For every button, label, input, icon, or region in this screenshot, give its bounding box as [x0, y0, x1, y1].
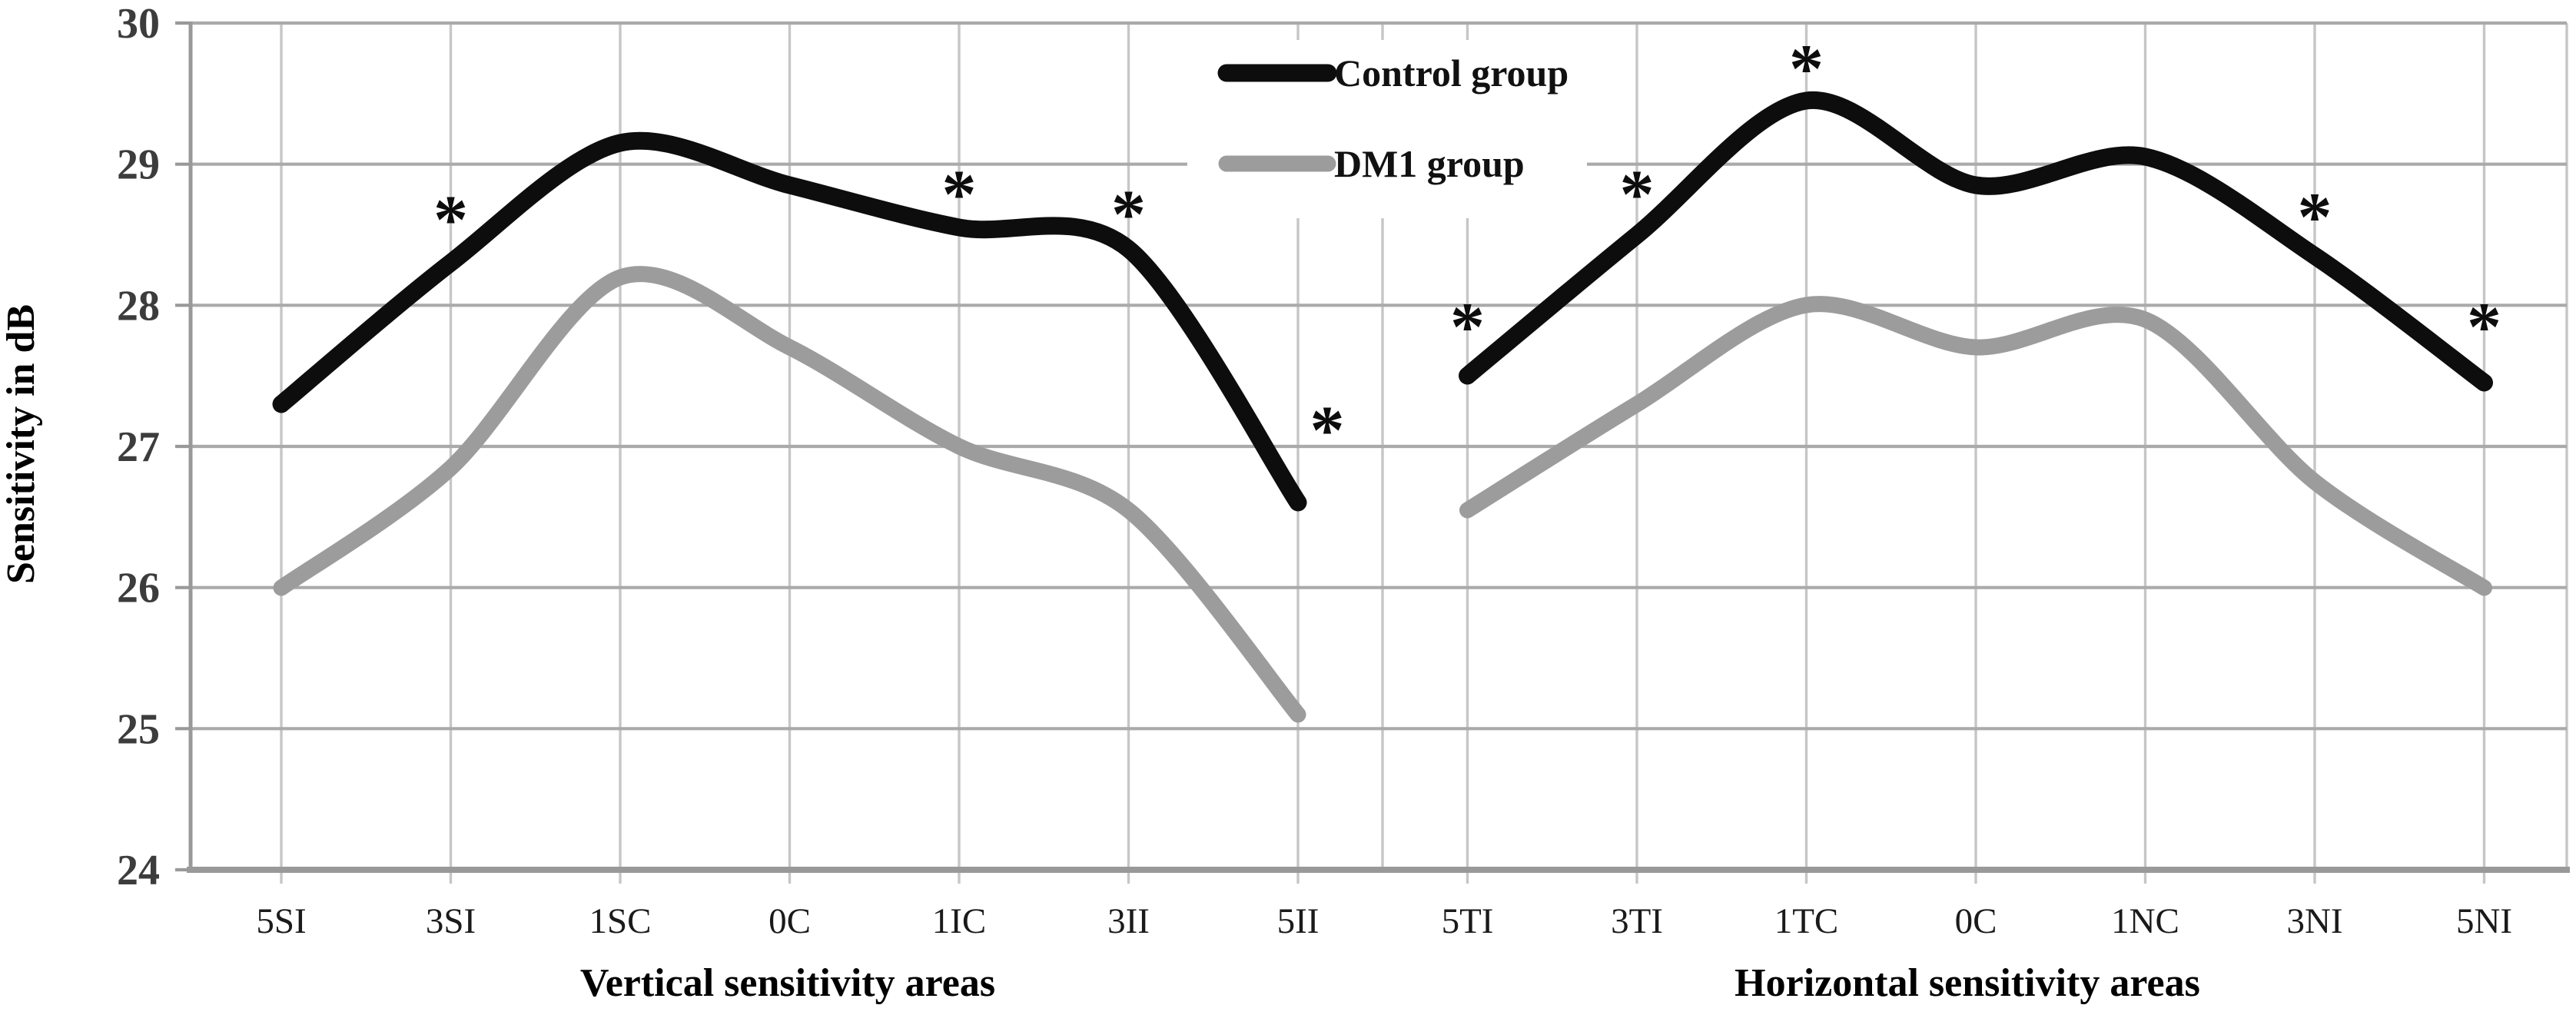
x-tick-label: 5NI: [2456, 901, 2512, 941]
x-tick-label: 1TC: [1774, 901, 1839, 941]
x-axis-title-left: Vertical sensitivity areas: [580, 961, 995, 1005]
y-tick-label: 25: [117, 705, 160, 753]
x-tick-label: 5II: [1277, 901, 1320, 941]
x-tick-label: 3NI: [2286, 901, 2342, 941]
significance-asterisk: *: [433, 182, 468, 258]
y-tick-label: 28: [117, 282, 160, 330]
x-tick-label: 5SI: [256, 901, 306, 941]
control-group-line: [272, 131, 1307, 512]
x-tick-label: 0C: [768, 901, 811, 941]
significance-asterisk: *: [2467, 290, 2501, 366]
significance-asterisk: *: [1111, 177, 1146, 253]
x-tick-label: 5TI: [1442, 901, 1494, 941]
x-tick-label: 3TI: [1611, 901, 1663, 941]
x-axis-title-right: Horizontal sensitivity areas: [1734, 961, 2200, 1005]
x-tick-label: 0C: [1955, 901, 1997, 941]
dm1-group-line: [1459, 296, 2492, 596]
significance-markers-layer: * * * * * * * * *: [433, 32, 2501, 469]
x-tick-label: 1IC: [932, 901, 987, 941]
x-tick-label: 1NC: [2111, 901, 2179, 941]
axes-layer: [175, 21, 2570, 873]
control-group-line: [1459, 91, 2493, 392]
x-tick-label: 3SI: [426, 901, 476, 941]
significance-asterisk: *: [1620, 157, 1655, 233]
dm1-group-line: [273, 266, 1306, 723]
x-tick-label: 1SC: [589, 901, 652, 941]
significance-asterisk: *: [1789, 32, 1824, 108]
tick-labels-layer: 24 25 26 27 28 29 30 5SI 3SI 1SC 0C 1IC 3II 5II 5TI 3TI…: [117, 0, 2512, 941]
y-tick-label: 29: [117, 141, 160, 189]
y-tick-label: 30: [117, 0, 160, 48]
legend-label-dm1-group: DM1 group: [1334, 142, 1525, 185]
legend: Control group DM1 group: [1217, 51, 1569, 185]
y-tick-label: 26: [117, 565, 160, 612]
y-tick-label: 27: [117, 423, 160, 471]
significance-asterisk: *: [1310, 393, 1345, 469]
x-tick-label: 3II: [1107, 901, 1150, 941]
series-layer: [272, 91, 2493, 723]
y-tick-label: 24: [117, 847, 160, 894]
significance-asterisk: *: [2298, 179, 2332, 255]
y-axis-title: Sensitivity in dB: [0, 304, 43, 584]
legend-label-control-group: Control group: [1334, 51, 1569, 95]
significance-asterisk: *: [1450, 290, 1485, 366]
significance-asterisk: *: [942, 157, 977, 233]
